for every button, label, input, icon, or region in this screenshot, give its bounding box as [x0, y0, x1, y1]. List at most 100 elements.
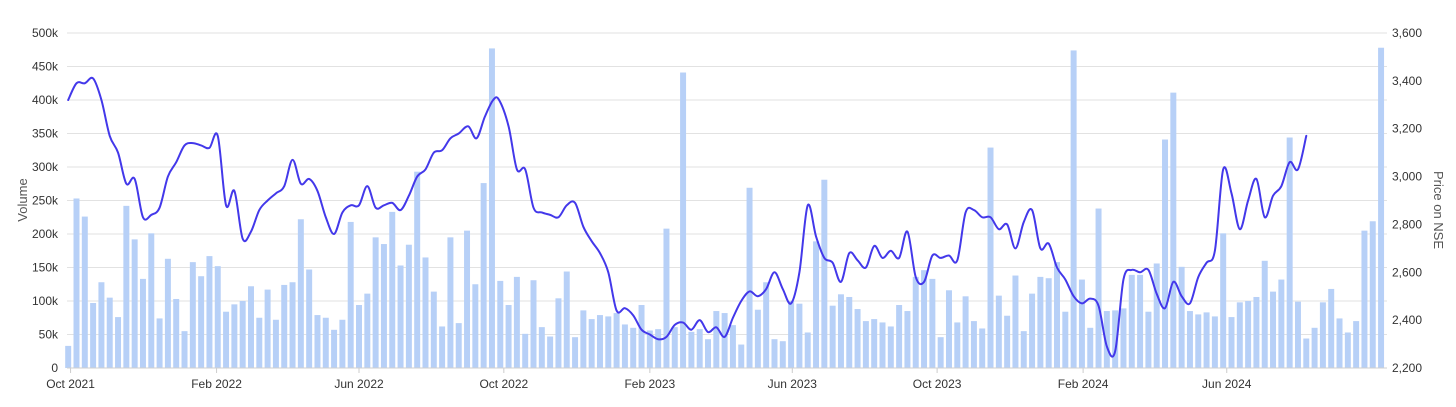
- volume-bar: [987, 147, 994, 368]
- volume-bar: [1270, 291, 1277, 368]
- volume-bar: [1062, 311, 1069, 368]
- volume-bar: [173, 298, 180, 368]
- volume-bar: [572, 337, 579, 368]
- volume-bar: [1178, 266, 1185, 368]
- volume-bar: [1095, 208, 1102, 368]
- volume-bar: [688, 331, 695, 368]
- volume-bar: [837, 294, 844, 368]
- volume-bar: [1378, 47, 1385, 369]
- volume-bar: [580, 310, 587, 368]
- volume-bar: [887, 326, 894, 368]
- volume-bar: [621, 324, 628, 368]
- volume-bar: [804, 332, 811, 368]
- volume-bar: [1145, 311, 1152, 368]
- y2-tick-label: 2,800: [1392, 217, 1422, 231]
- volume-bar: [1153, 263, 1160, 368]
- y2-tick-label: 3,600: [1392, 26, 1422, 40]
- volume-bar: [846, 296, 853, 368]
- volume-bar: [214, 266, 221, 368]
- y-tick-label: 250k: [32, 194, 59, 208]
- volume-bar: [306, 269, 313, 368]
- volume-bar: [729, 325, 736, 368]
- volume-bar: [223, 311, 230, 368]
- volume-bar: [422, 257, 429, 368]
- volume-bar: [788, 301, 795, 368]
- volume-bar: [1103, 311, 1110, 368]
- volume-bar: [1245, 301, 1252, 368]
- volume-bar: [322, 317, 329, 368]
- volume-bar: [123, 205, 130, 368]
- volume-bar: [1120, 308, 1127, 368]
- volume-bar: [497, 280, 504, 368]
- volume-bar: [1353, 321, 1360, 368]
- volume-bar: [364, 293, 371, 368]
- volume-bar: [314, 315, 321, 368]
- x-axis-ticks: Oct 2021 Feb 2022 Jun 2022 Oct 2022 Feb 2023…: [46, 367, 1387, 391]
- volume-bar: [439, 326, 446, 368]
- volume-bar: [663, 228, 670, 368]
- volume-bar: [1112, 310, 1119, 368]
- volume-bar: [904, 311, 911, 368]
- volume-bar: [1336, 318, 1343, 368]
- volume-bar: [331, 329, 338, 368]
- y2-axis-title: Price on NSE: [1431, 171, 1446, 249]
- volume-bar: [588, 319, 595, 368]
- volume-bar: [854, 309, 861, 368]
- volume-bar: [680, 72, 687, 368]
- volume-bar: [1211, 316, 1218, 368]
- volume-bar: [1029, 293, 1036, 368]
- volume-bar: [1369, 221, 1376, 368]
- volume-bar: [705, 339, 711, 368]
- volume-bar: [555, 298, 562, 368]
- volume-bar: [945, 290, 952, 368]
- volume-bar: [979, 328, 986, 368]
- volume-bar: [380, 244, 387, 368]
- volume-bars: [65, 47, 1385, 369]
- volume-bar: [480, 183, 487, 368]
- volume-bar: [1137, 274, 1144, 368]
- y2-tick-label: 3,000: [1392, 170, 1422, 184]
- volume-bar: [98, 282, 105, 368]
- volume-bar: [1203, 312, 1210, 368]
- volume-bar: [563, 271, 570, 368]
- y-tick-label: 100k: [32, 294, 59, 308]
- volume-bar: [1012, 275, 1019, 368]
- right-axis-ticks: 2,200 2,400 2,600 2,800 3,000 3,200 3,400 3,600: [1392, 26, 1422, 375]
- volume-bar: [1361, 230, 1368, 368]
- volume-bar: [472, 284, 479, 368]
- volume-bar: [530, 280, 537, 368]
- volume-bar: [339, 319, 346, 368]
- volume-bar: [696, 329, 703, 368]
- volume-bar: [970, 321, 977, 368]
- volume-bar: [754, 309, 761, 368]
- x-tick-label: Feb 2024: [1058, 377, 1109, 391]
- volume-bar: [862, 321, 869, 368]
- volume-bar: [713, 311, 720, 368]
- x-tick-label: Jun 2024: [1202, 377, 1252, 391]
- y-tick-label: 150k: [32, 261, 59, 275]
- x-tick-label: Jun 2023: [768, 377, 818, 391]
- volume-bar: [73, 198, 80, 368]
- volume-bar: [65, 345, 72, 368]
- volume-bar: [1236, 302, 1243, 368]
- y2-tick-label: 3,200: [1392, 122, 1422, 136]
- volume-bar: [1228, 317, 1235, 368]
- y2-tick-label: 2,400: [1392, 313, 1422, 327]
- volume-bar: [995, 295, 1002, 368]
- volume-bar: [721, 313, 728, 368]
- volume-bar: [455, 323, 462, 368]
- volume-bar: [921, 270, 928, 368]
- volume-bar: [1303, 338, 1310, 368]
- volume-bar: [264, 289, 271, 368]
- volume-bar: [605, 316, 612, 368]
- volume-bar: [239, 301, 246, 368]
- volume-bar: [397, 265, 404, 368]
- volume-bar: [106, 297, 113, 368]
- volume-bar: [671, 327, 678, 368]
- y-tick-label: 350k: [32, 127, 59, 141]
- volume-bar: [771, 339, 778, 368]
- x-tick-label: Feb 2023: [624, 377, 675, 391]
- volume-bar: [879, 322, 886, 368]
- y2-tick-label: 3,400: [1392, 74, 1422, 88]
